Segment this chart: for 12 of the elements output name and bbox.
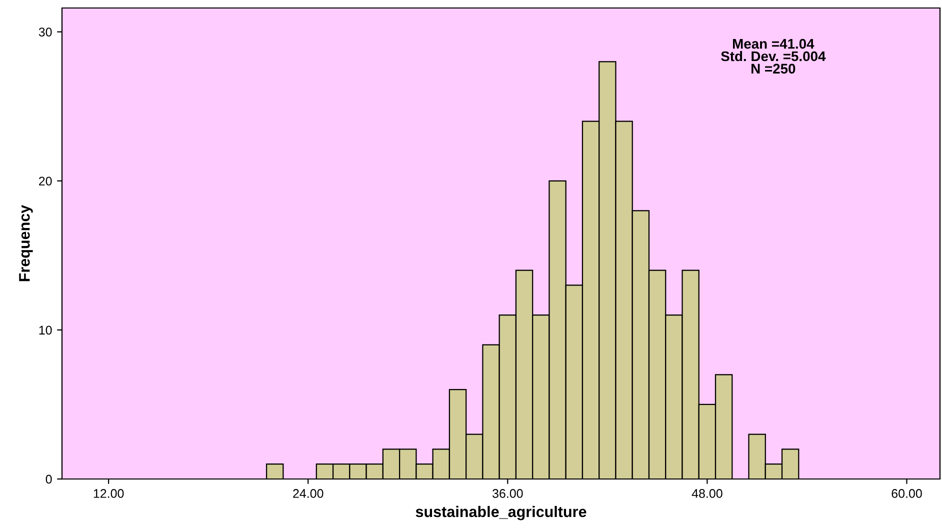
y-tick-label: 20 xyxy=(39,176,52,186)
x-axis-title: sustainable_agriculture xyxy=(416,506,586,520)
y-axis-title: Frequency xyxy=(19,204,33,282)
x-tick-label: 60.00 xyxy=(892,489,922,498)
annotation: Mean =41.04 Std. Dev. =5.004 N =250 xyxy=(721,38,826,74)
y-tick-label: 10 xyxy=(39,326,52,335)
x-tick-label: 36.00 xyxy=(492,489,523,498)
y-tick-label: 30 xyxy=(38,28,52,36)
y-tick-label: 0 xyxy=(46,474,52,484)
x-tick-label: 48.00 xyxy=(692,489,722,498)
x-tick-label: 12.00 xyxy=(94,489,124,498)
x-tick-label: 24.00 xyxy=(293,489,324,498)
